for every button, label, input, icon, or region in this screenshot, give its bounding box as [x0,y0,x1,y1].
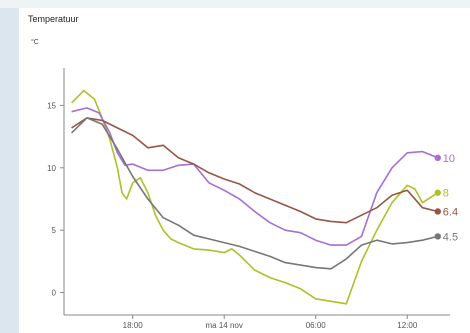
series-line-3 [71,117,438,270]
y-unit-label: °C [31,39,39,46]
series-end-marker-0 [434,189,441,196]
x-tick-label: 18:00 [123,321,144,330]
x-tick-label: 06:00 [306,321,327,330]
series-end-label-1: 10 [443,153,455,165]
y-tick-label: 15 [47,101,56,110]
x-tick-label: 12:00 [397,321,418,330]
series-end-label-3: 4.5 [443,231,458,243]
series-end-label-0: 8 [443,188,449,200]
series-end-marker-1 [434,154,441,162]
y-ticks: 0 5 10 15 [47,101,64,298]
series-line-0 [71,89,439,305]
x-ticks: 18:00 ma 14 nov 06:00 12:00 [123,315,418,330]
chart-panel [18,8,470,333]
y-tick-label: 10 [47,164,56,173]
x-tick-label: ma 14 nov [206,321,243,330]
series-end-label-2: 6.4 [443,206,458,218]
chart-title: Temperatuur [28,14,79,24]
frame-left [0,0,18,333]
y-tick-label: 0 [52,289,57,298]
series-end-marker-3 [434,233,441,240]
frame-top [0,0,470,8]
y-tick-label: 5 [52,226,57,235]
series-line-1 [71,107,439,246]
series-layer: 8 10 6.4 4.5 [71,89,458,305]
series-line-2 [71,117,438,224]
series-end-marker-2 [434,208,441,215]
